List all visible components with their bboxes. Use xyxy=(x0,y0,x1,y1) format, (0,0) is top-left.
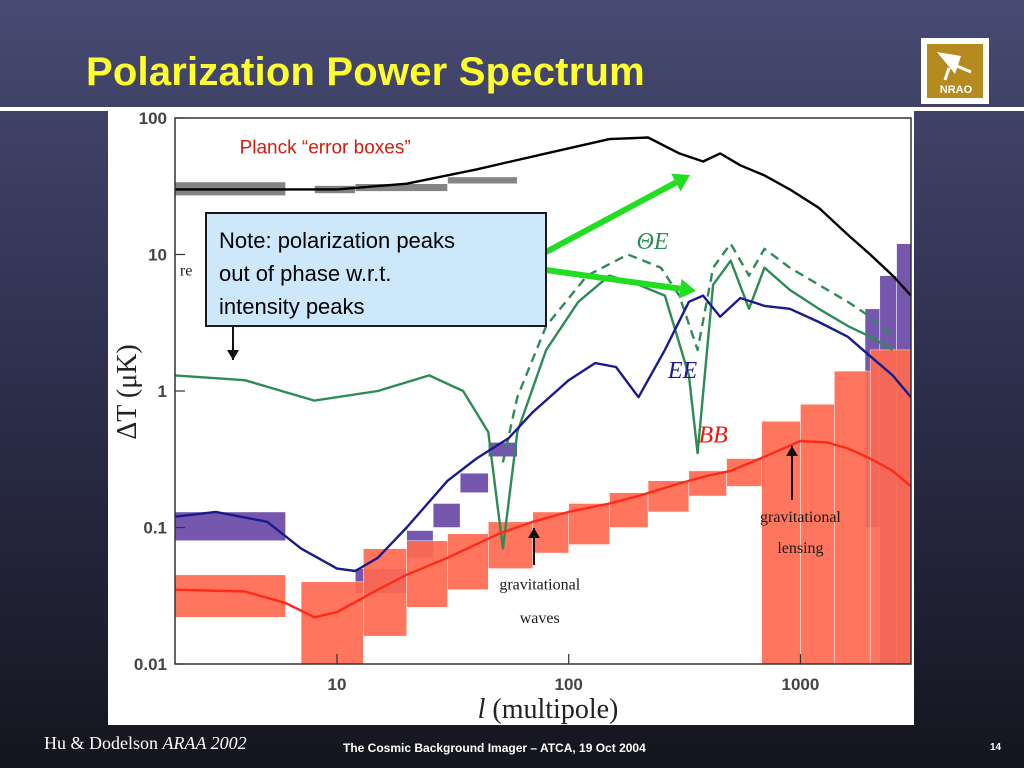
callout-arrow-line-1 xyxy=(545,267,681,292)
error-box-4 xyxy=(459,472,489,493)
slide-title: Polarization Power Spectrum xyxy=(86,50,645,94)
annotation-0: Planck “error boxes” xyxy=(240,137,411,158)
annotation-5: waves xyxy=(520,610,560,627)
pointer-arrow-head-1 xyxy=(528,528,540,538)
series-line-3 xyxy=(175,294,911,573)
nrao-logo-emblem: NRAO xyxy=(927,44,983,98)
callout-arrow-head-0 xyxy=(671,173,690,192)
callout-arrow-head-1 xyxy=(678,278,696,299)
error-box-15 xyxy=(532,511,569,554)
note-line-3: intensity peaks xyxy=(219,294,365,319)
error-box-17 xyxy=(609,492,649,528)
reference-authors: Hu & Dodelson xyxy=(44,733,158,753)
y-tick-label-4: 0.01 xyxy=(134,655,167,674)
x-axis-label-rest: (multipole) xyxy=(485,694,618,725)
nrao-logo: NRAO xyxy=(921,38,989,104)
title-rule xyxy=(0,107,1024,111)
annotation-3: BB xyxy=(698,422,728,448)
pointer-arrow-head-0 xyxy=(227,350,239,360)
page-number: 14 xyxy=(990,742,1002,753)
y-axis-label: ΔT (μK) xyxy=(112,344,143,439)
radio-dish-icon xyxy=(937,52,972,81)
error-box-24 xyxy=(869,349,911,664)
annotation-8: re xyxy=(180,263,192,280)
error-box-9 xyxy=(175,574,286,618)
error-box-3 xyxy=(432,503,461,528)
annotation-1: ΘE xyxy=(637,229,669,255)
y-tick-label-0: 100 xyxy=(139,109,167,128)
x-axis-label-var: l xyxy=(478,694,486,725)
callout-arrow-line-0 xyxy=(544,179,678,255)
x-tick-label-2: 1000 xyxy=(782,675,820,694)
error-box-18 xyxy=(647,480,690,513)
annotation-6: gravitational xyxy=(760,509,841,526)
annotation-2: EE xyxy=(667,358,698,384)
footer-conference: The Cosmic Background Imager – ATCA, 19 … xyxy=(343,741,646,755)
y-tick-label-2: 1 xyxy=(158,382,167,401)
reference-citation: Hu & Dodelson ARAA 2002 xyxy=(44,733,247,754)
error-box-28 xyxy=(447,176,518,184)
nrao-logo-text: NRAO xyxy=(939,84,973,96)
error-box-21 xyxy=(761,421,801,664)
plot-area xyxy=(175,136,911,664)
x-tick-label-0: 10 xyxy=(328,675,347,694)
error-box-10 xyxy=(300,581,364,664)
note-box: Note: polarization peaks out of phase w.… xyxy=(205,212,547,327)
x-axis-label: l (multipole) xyxy=(478,694,619,725)
error-box-22 xyxy=(800,403,835,664)
series-line-0 xyxy=(175,136,911,297)
y-tick-label-3: 0.1 xyxy=(143,519,167,538)
error-box-0 xyxy=(175,511,286,541)
pointer-arrow-head-2 xyxy=(786,446,798,456)
reference-journal: ARAA 2002 xyxy=(162,733,247,753)
error-box-23 xyxy=(834,370,871,664)
series-line-2 xyxy=(501,242,894,463)
note-line-2: out of phase w.r.t. xyxy=(219,261,392,286)
error-box-20 xyxy=(726,458,765,487)
annotation-7: lensing xyxy=(777,540,823,557)
series-line-4 xyxy=(175,439,911,619)
x-tick-label-1: 100 xyxy=(555,675,583,694)
y-tick-label-1: 10 xyxy=(148,246,167,265)
error-box-12 xyxy=(406,540,448,608)
note-line-1: Note: polarization peaks xyxy=(219,228,456,253)
annotation-4: gravitational xyxy=(499,577,580,594)
